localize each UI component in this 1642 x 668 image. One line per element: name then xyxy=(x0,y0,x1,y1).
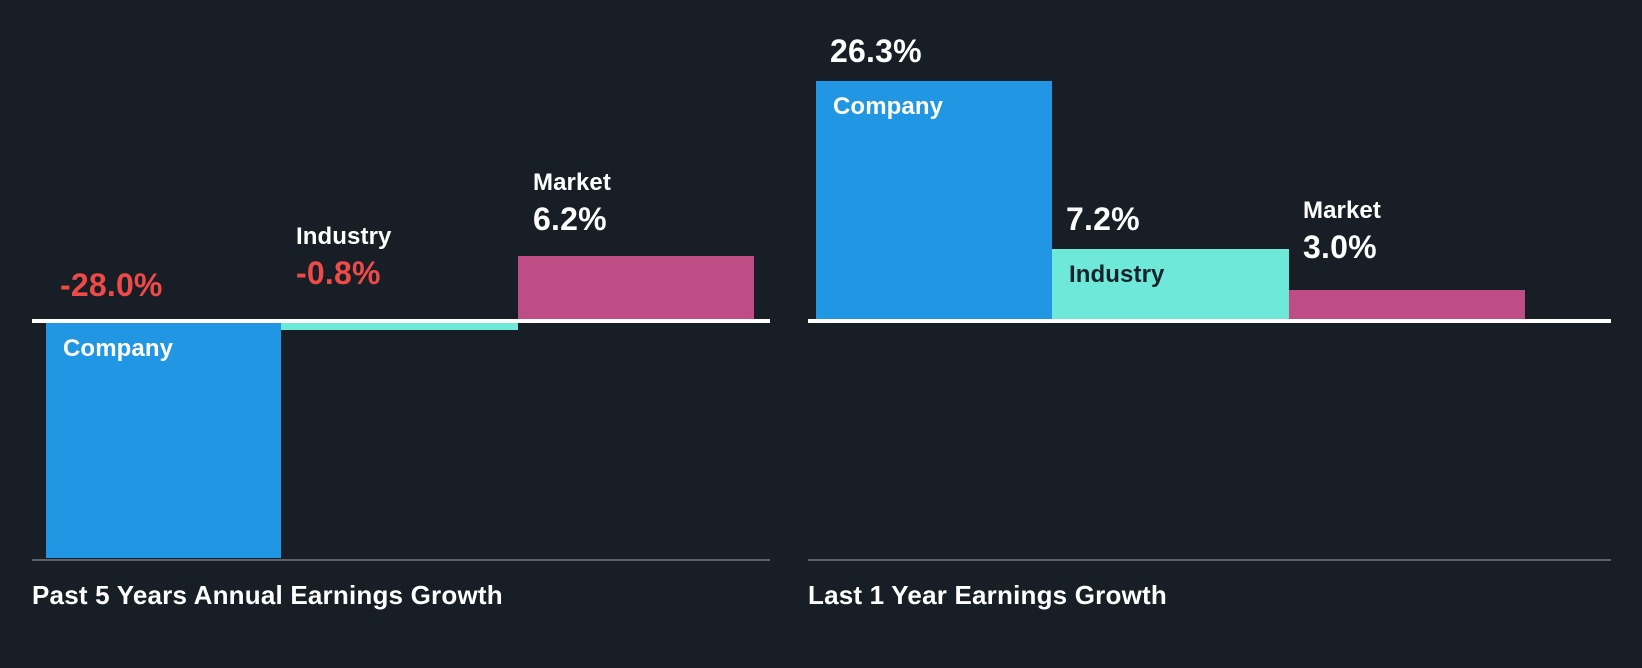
bar-label-market-right: Market xyxy=(1303,197,1381,224)
bar-label-company-left: Company xyxy=(63,335,174,362)
bar-value-group-industry-left: Industry -0.8% xyxy=(296,222,391,294)
bar-value-market-left: 6.2% xyxy=(533,201,607,237)
zero-line-left xyxy=(32,319,770,323)
zero-line-right xyxy=(808,319,1611,323)
bar-company-left[interactable]: Company xyxy=(46,323,281,558)
chart-title-left: Past 5 Years Annual Earnings Growth xyxy=(32,580,503,610)
bar-value-group-market-right: Market 3.0% xyxy=(1303,196,1381,268)
bar-market-right[interactable] xyxy=(1289,290,1525,319)
bar-industry-right[interactable]: Industry xyxy=(1052,249,1289,319)
axis-line-left xyxy=(32,559,770,561)
bar-value-company-right: 26.3% xyxy=(830,33,922,69)
chart-panel-last-1-year: Company 26.3% Industry 7.2% Market 3.0% … xyxy=(808,0,1642,668)
bar-value-group-industry-right: 7.2% xyxy=(1066,198,1140,240)
plot-area-right: Company 26.3% Industry 7.2% Market 3.0% xyxy=(808,0,1642,561)
bar-industry-left[interactable] xyxy=(281,323,518,330)
plot-area-left: Company -28.0% Industry -0.8% Market 6.2… xyxy=(0,0,790,561)
bar-value-group-company-right: 26.3% xyxy=(830,30,922,72)
chart-panel-past-5-years: Company -28.0% Industry -0.8% Market 6.2… xyxy=(0,0,790,668)
axis-line-right xyxy=(808,559,1611,561)
bar-label-industry-left: Industry xyxy=(296,223,392,250)
bar-value-company-left: -28.0% xyxy=(60,267,163,303)
bar-value-market-right: 3.0% xyxy=(1303,229,1377,265)
bar-value-group-market-left: Market 6.2% xyxy=(533,168,611,240)
chart-title-right: Last 1 Year Earnings Growth xyxy=(808,580,1167,610)
bar-value-group-company-left: -28.0% xyxy=(60,264,163,306)
bar-value-industry-left: -0.8% xyxy=(296,255,381,291)
bar-market-left[interactable] xyxy=(518,256,754,319)
bar-company-right[interactable]: Company xyxy=(816,81,1052,319)
bar-label-market-left: Market xyxy=(533,169,611,196)
bar-label-company-right: Company xyxy=(833,93,944,120)
bar-value-industry-right: 7.2% xyxy=(1066,201,1140,237)
bar-label-industry-right: Industry xyxy=(1069,261,1165,288)
